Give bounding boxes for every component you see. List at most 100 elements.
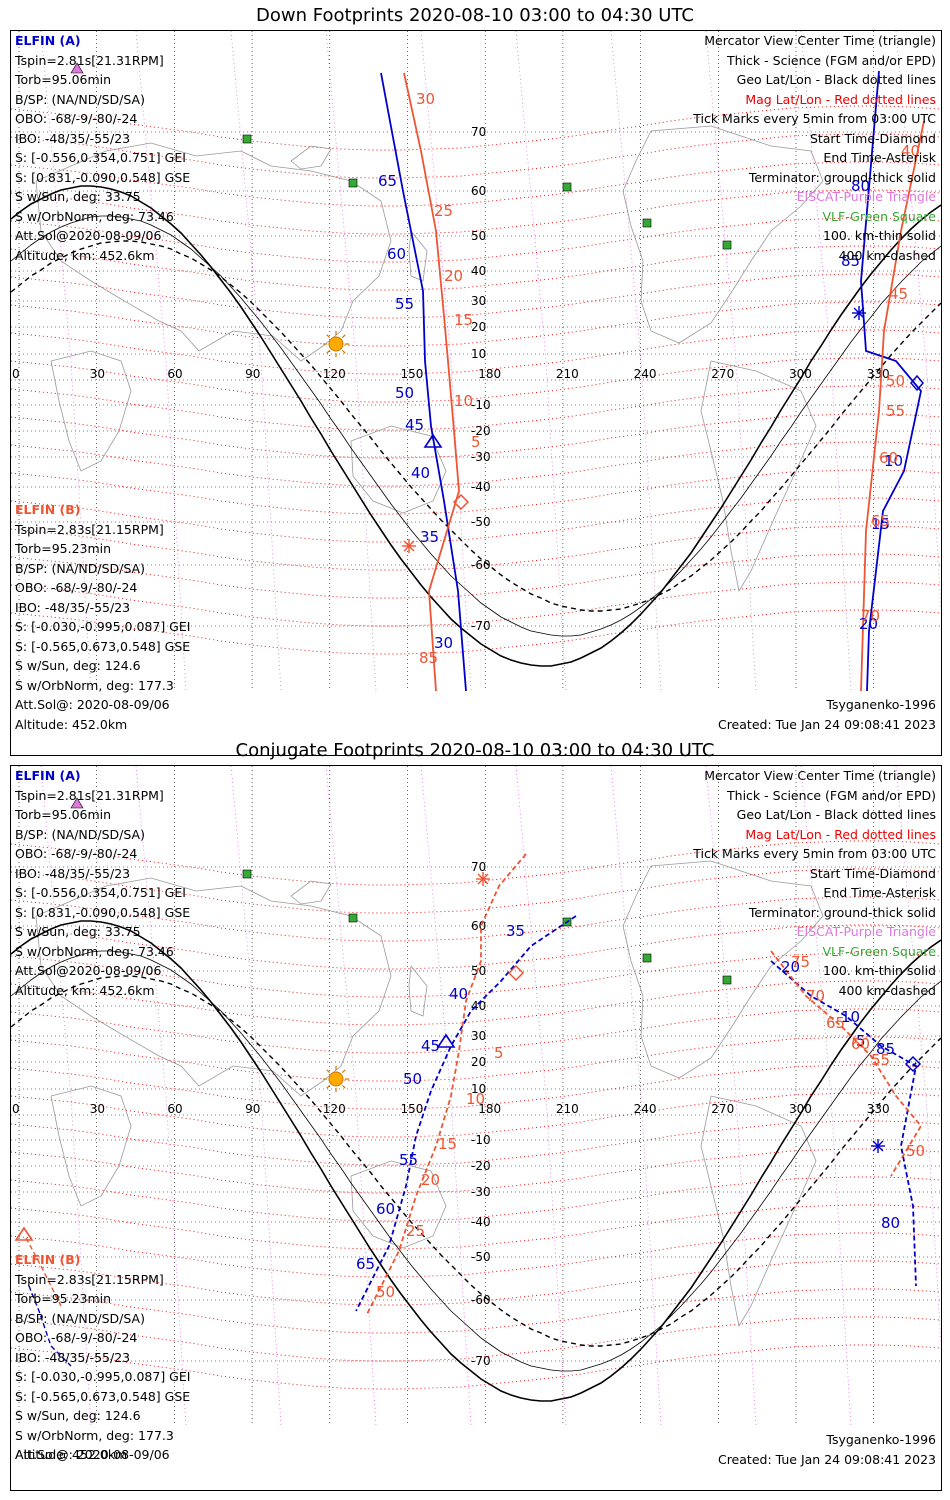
info-line: Altitude, km: 452.6km (15, 247, 155, 263)
elfin-b-time-label: 15 (438, 1135, 457, 1153)
legend-line: 100. km-thin solid (823, 963, 936, 978)
vlf-station-square (562, 182, 572, 192)
lon-tick-label: 60 (167, 1102, 182, 1116)
elfin-a-time-label: 15 (871, 515, 890, 533)
elfin-b-time-label: 5 (494, 1044, 504, 1062)
info-line: B/SP: (NA/ND/SD/SA) (15, 826, 145, 842)
terminator-ground (11, 185, 941, 667)
lat-tick-label: 20 (471, 320, 486, 334)
lat-tick-label: 30 (471, 1029, 486, 1043)
elfin-a-track-segment (860, 70, 922, 692)
legend-line: Mercator View Center Time (triangle) (704, 768, 936, 783)
lat-tick-label: 20 (471, 1055, 486, 1069)
elfin-b-time-label: 25 (434, 202, 453, 220)
elfin-b-time-label: 50 (906, 1142, 925, 1160)
info-line: S w/OrbNorm, deg: 177.3 (15, 1427, 174, 1443)
elfin-a-track-segment (770, 960, 918, 1287)
info-line: S w/Sun, deg: 33.75 (15, 189, 141, 204)
elfin-a-time-label: 80 (851, 177, 870, 195)
elfin-b-time-label: 55 (886, 402, 905, 420)
mag-lon-line (420, 766, 472, 1427)
info-line: Att.Sol@2020-08-09/06 (15, 228, 162, 243)
elfin-b-track-segment (770, 950, 923, 1177)
mag-lat-line (11, 301, 941, 347)
coastline (700, 1095, 817, 1328)
vlf-station-square (242, 869, 252, 879)
info-line: IBO: -48/35/-55/23 (15, 865, 131, 881)
elfin-a-time-label: 60 (376, 1200, 395, 1218)
elfin-a-time-label: 60 (387, 245, 406, 263)
legend-line: EISCAT-Purple Triangle (796, 924, 936, 939)
lon-tick-label: 120 (323, 1102, 346, 1116)
info-line: Att.Sol@2020-08-09/06 (15, 963, 162, 978)
info-line: S: [-0.565,0.673,0.548] GSE (15, 1388, 191, 1404)
elfin-b-header: ELFIN (B) (15, 1252, 81, 1267)
sun-ray (326, 334, 331, 339)
created-label: Created: Tue Jan 24 09:08:41 2023 (717, 717, 936, 732)
elfin-a-time-label: 45 (421, 1037, 440, 1055)
info-line: B/SP: (NA/ND/SD/SA) (15, 91, 145, 107)
mag-lat-line (11, 868, 941, 914)
elfin-b-time-label: 50 (376, 1283, 395, 1301)
elfin-a-time-label: 50 (395, 384, 414, 402)
lon-tick-label: 150 (401, 367, 424, 381)
lon-tick-label: 0 (12, 1102, 20, 1116)
lon-tick-label: 60 (167, 367, 182, 381)
vlf-station-square (722, 975, 732, 985)
lat-tick-label: 10 (471, 347, 486, 361)
mag-lat-line (11, 245, 941, 291)
info-line: Torb=95.23min (15, 541, 112, 556)
coastline (35, 142, 392, 362)
elfin-b-info: ELFIN (B) Tspin=2.83s[21.15RPM] Torb=95.… (15, 1250, 190, 1465)
lat-tick-label: 40 (471, 999, 486, 1013)
mag-lat-line (11, 581, 941, 627)
legend-line: Thick - Science (FGM and/or EPD) (727, 52, 936, 68)
lat-tick-label: -10 (471, 1133, 491, 1147)
info-line: S w/Sun, deg: 33.75 (15, 924, 141, 939)
elfin-b-time-label: 10 (454, 392, 473, 410)
elfin-b-time-label: 70 (806, 987, 825, 1005)
coastline (408, 965, 428, 1017)
vlf-station-square (348, 913, 358, 923)
legend-line: Mercator View Center Time (triangle) (704, 33, 936, 48)
lat-tick-label: -60 (471, 1293, 491, 1307)
end-time-asterisk (403, 540, 415, 552)
elfin-b-time-label: 20 (444, 267, 463, 285)
coastline (50, 1085, 132, 1207)
elfin-b-time-label: 55 (871, 1051, 890, 1069)
mag-lon-line (325, 766, 377, 1427)
elfin-b-track-segment (860, 120, 925, 692)
elfin-a-time-label: 20 (781, 958, 800, 976)
elfin-b-time-label: 60 (851, 1035, 870, 1053)
elfin-a-time-label: 85 (876, 1040, 895, 1058)
info-line: OBO: -68/-9/-80/-24 (15, 580, 138, 595)
sun-ray (326, 349, 331, 354)
mag-lat-line (11, 441, 941, 487)
info-line: Altitude: 452.0km (15, 716, 128, 732)
elfin-a-time-label: 10 (884, 452, 903, 470)
legend-line: Mag Lat/Lon - Red dotted lines (745, 826, 936, 842)
elfin-b-info: ELFIN (B) Tspin=2.83s[21.15RPM] Torb=95.… (15, 500, 190, 734)
mag-lat-line (11, 133, 941, 179)
legend-line: 400 km-dashed (838, 247, 936, 263)
legend-line: 100. km-thin solid (823, 228, 936, 243)
mag-lat-line (11, 1120, 941, 1166)
sun-ray (326, 1084, 331, 1089)
elfin-b-time-label: 10 (466, 1090, 485, 1108)
lat-tick-label: 70 (471, 860, 486, 874)
elfin-a-info: ELFIN (A) Tspin=2.81s[21.31RPM] Torb=95.… (15, 766, 190, 1000)
elfin-b-track (365, 853, 527, 1317)
elfin-b-time-label: 45 (889, 285, 908, 303)
legend-line: Tick Marks every 5min from 03:00 UTC (693, 111, 936, 126)
lon-tick-label: 210 (556, 367, 579, 381)
elfin-a-time-label: 45 (405, 416, 424, 434)
lat-tick-label: -70 (471, 1354, 491, 1368)
elfin-b-time-label: 85 (419, 649, 438, 667)
elfin-a-time-label: 35 (506, 922, 525, 940)
legend-line: Terminator: ground-thick solid (748, 169, 936, 185)
lat-tick-label: -60 (471, 558, 491, 572)
elfin-a-time-label: 65 (378, 172, 397, 190)
legend-line: Start Time-Diamond (809, 865, 936, 881)
info-line: S: [-0.030,-0.995,0.087] GEI (15, 1369, 191, 1384)
terminator-400km (11, 240, 941, 612)
